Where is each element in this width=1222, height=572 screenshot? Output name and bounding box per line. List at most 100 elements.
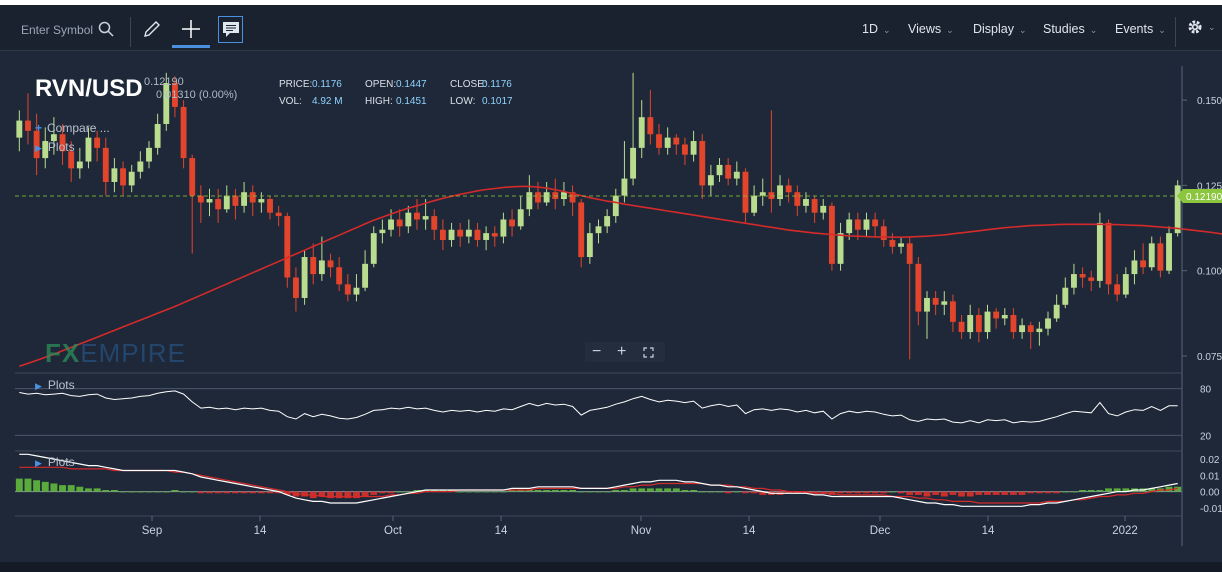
candle-body — [318, 260, 325, 275]
macd-histogram-bar — [1070, 491, 1078, 493]
macd-histogram-bar — [1044, 491, 1052, 494]
oscillator-line — [19, 390, 1178, 424]
candle-body — [396, 219, 403, 227]
macd-histogram-bar — [932, 491, 940, 495]
macd-tick-label: 0.02 — [1200, 455, 1220, 466]
oscillator-tick-label: 80 — [1200, 385, 1212, 396]
settings-menu[interactable]: ⌄ — [1187, 19, 1216, 35]
candle-body — [85, 137, 92, 162]
candle-body — [707, 175, 714, 186]
events-menu[interactable]: Events ⌄ — [1115, 22, 1166, 37]
x-tick-label: Dec — [870, 525, 891, 537]
macd-histogram-bar — [76, 486, 84, 492]
candle-body — [1036, 328, 1043, 333]
candle-body — [232, 195, 239, 206]
candle-body — [664, 137, 671, 148]
macd-histogram-bar — [370, 491, 378, 495]
macd-histogram-bar — [257, 491, 265, 494]
studies-menu[interactable]: Studies ⌄ — [1043, 22, 1097, 37]
candle-body — [682, 144, 688, 155]
toolbar-separator — [130, 17, 131, 47]
plots-toggle-macd[interactable]: ▶ Plots — [35, 455, 75, 470]
macd-histogram-bar — [318, 491, 326, 497]
display-menu[interactable]: Display ⌄ — [973, 22, 1027, 37]
macd-histogram-bar — [845, 491, 853, 494]
macd-histogram-bar — [949, 491, 957, 495]
plots-toggle-oscillator[interactable]: ▶ Plots — [35, 378, 75, 393]
candle-body — [197, 195, 204, 203]
crosshair-icon[interactable] — [180, 18, 202, 40]
candle-body — [42, 141, 49, 159]
search-icon[interactable] — [98, 21, 114, 37]
macd-histogram-bar — [128, 491, 136, 493]
candle-body — [690, 141, 697, 155]
candle-body — [1166, 233, 1172, 271]
macd-histogram-bar — [396, 491, 404, 493]
candle-body — [958, 321, 965, 333]
compare-label: Compare ... — [47, 121, 110, 135]
macd-histogram-bar — [819, 491, 827, 494]
price-label: PRICE: — [279, 79, 313, 90]
macd-histogram-bar — [906, 491, 914, 495]
candle-body — [146, 147, 152, 162]
toolbar-separator — [1175, 17, 1176, 47]
macd-histogram-bar — [283, 491, 291, 495]
candle-body — [578, 202, 585, 258]
macd-histogram-bar — [344, 491, 352, 499]
candle-body — [1001, 315, 1008, 319]
macd-histogram-bar — [1122, 488, 1130, 492]
macd-histogram-bar — [603, 491, 611, 493]
candle-body — [457, 229, 464, 237]
interval-dropdown[interactable]: 1D ⌄ — [862, 22, 891, 37]
close-label: CLOSE: — [450, 79, 487, 90]
symbol-search-input[interactable]: Enter Symbol — [21, 23, 94, 37]
zoom-in-icon[interactable]: + — [617, 343, 627, 360]
macd-histogram-bar — [733, 491, 741, 493]
macd-histogram-bar — [188, 491, 196, 493]
candle-body — [1105, 222, 1112, 285]
candle-body — [751, 195, 758, 213]
current-price-tag — [1177, 188, 1222, 203]
macd-histogram-bar — [387, 491, 395, 494]
candle-body — [370, 233, 377, 264]
views-menu[interactable]: Views ⌄ — [908, 22, 954, 37]
fullscreen-icon[interactable] — [643, 347, 654, 358]
candle-body — [111, 168, 118, 182]
comment-button[interactable] — [218, 16, 243, 43]
candle-body — [154, 123, 161, 148]
candle-body — [128, 171, 135, 186]
candle-body — [509, 219, 515, 227]
candle-body — [1131, 260, 1138, 275]
macd-histogram-bar — [1113, 488, 1121, 492]
macd-histogram-bar — [646, 488, 654, 492]
candle-body — [33, 130, 40, 159]
candle-body — [284, 216, 291, 278]
macd-histogram-bar — [992, 491, 1000, 495]
candle-body — [500, 219, 507, 237]
candle-body — [586, 233, 593, 258]
macd-histogram-bar — [741, 491, 749, 494]
macd-histogram-bar — [871, 491, 879, 494]
macd-histogram-bar — [1053, 491, 1061, 494]
macd-histogram-bar — [1105, 488, 1112, 492]
zoom-out-icon[interactable]: − — [592, 343, 602, 360]
candle-body — [344, 284, 351, 295]
candle-body — [379, 229, 386, 234]
candle-body — [1027, 325, 1034, 333]
pencil-icon[interactable] — [142, 19, 162, 39]
x-tick-label: Sep — [142, 525, 162, 537]
candle-body — [889, 239, 896, 247]
open-label: OPEN: — [365, 79, 397, 90]
macd-histogram-bar — [664, 488, 672, 492]
candle-body — [846, 219, 853, 234]
compare-button[interactable]: + Compare ... — [35, 121, 110, 135]
macd-histogram-bar — [301, 491, 309, 497]
candle-body — [915, 263, 922, 312]
macd-histogram-bar — [508, 490, 516, 492]
macd-histogram-bar — [569, 490, 577, 492]
macd-histogram-bar — [102, 490, 110, 492]
plots-toggle-price[interactable]: ▶ Plots — [35, 140, 75, 155]
